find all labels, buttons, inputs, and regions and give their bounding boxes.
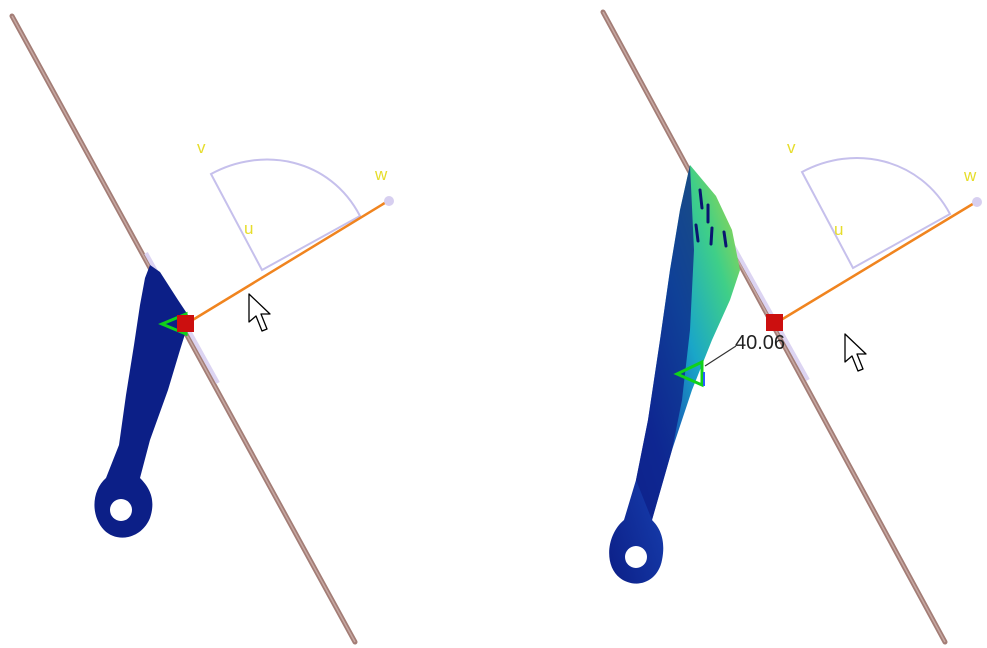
axis-label-u: u [834, 220, 843, 239]
axis-label-v: v [787, 138, 796, 157]
axis-label-u: u [244, 219, 253, 238]
manipulator-arc[interactable] [209, 158, 362, 272]
manipulator-w-handle[interactable] [384, 196, 394, 206]
manipulator-arc[interactable] [800, 157, 952, 270]
manipulator-w-axis[interactable] [775, 200, 977, 325]
lever-part[interactable] [94, 265, 190, 538]
manipulator-w-axis[interactable] [185, 199, 389, 326]
triangle-constraint-icon[interactable] [673, 359, 704, 388]
axis-label-w: w [963, 166, 977, 185]
dimension-leader [704, 345, 737, 367]
axis-label-w: w [374, 165, 388, 184]
contact-edge-highlight [728, 239, 810, 381]
arrow-cursor-icon [844, 333, 867, 372]
square-origin-handle-icon[interactable] [766, 314, 783, 331]
lever-hole [625, 546, 647, 568]
axis-label-v: v [197, 138, 206, 157]
lever-part-shadow [636, 165, 694, 520]
view-after[interactable]: v u w 40.06 [600, 9, 982, 645]
manipulator-w-handle[interactable] [972, 197, 982, 207]
lever-hole [110, 499, 132, 521]
arrow-cursor-icon [248, 293, 271, 332]
square-origin-handle-icon[interactable] [177, 315, 194, 332]
mesh-marks [694, 188, 728, 248]
dimension-value[interactable]: 40.06 [735, 332, 785, 354]
view-before[interactable]: v u w [9, 13, 394, 645]
